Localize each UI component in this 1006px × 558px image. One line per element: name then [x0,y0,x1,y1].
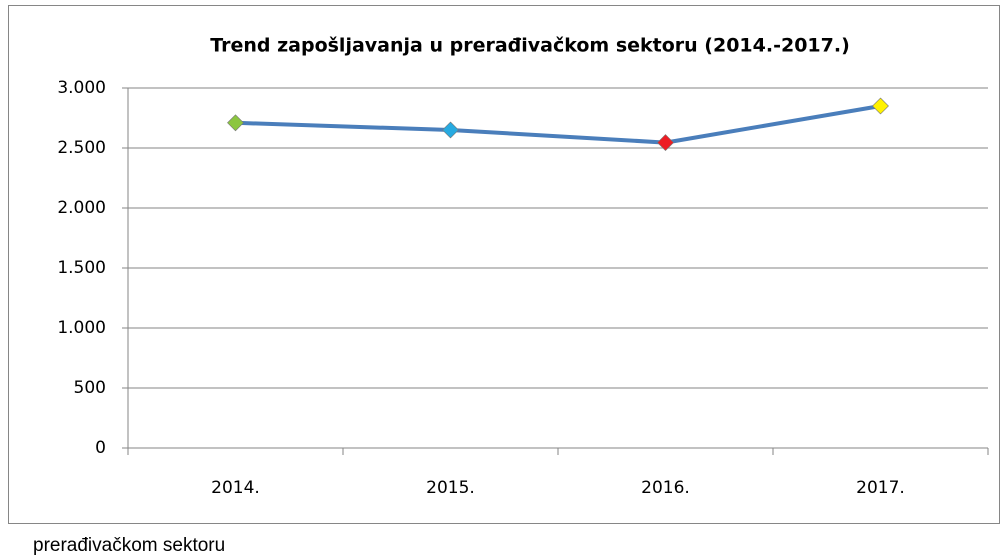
x-tick-label: 2015. [426,478,475,498]
y-tick-label: 2.000 [57,198,106,218]
caption: prerađivačkom sektoru [33,535,225,556]
x-tick-label: 2016. [641,478,690,498]
data-marker [227,114,244,132]
data-marker [442,121,459,139]
data-marker [872,97,889,115]
chart-frame [8,5,1000,524]
y-tick-label: 1.000 [57,318,106,338]
y-tick-label: 500 [74,378,106,398]
series-line [235,104,881,145]
x-tick-label: 2017. [856,478,905,498]
y-tick-label: 3.000 [57,78,106,98]
y-tick-label: 2.500 [57,138,106,158]
y-tick-label: 1.500 [57,258,106,278]
data-marker [657,134,674,152]
x-tick-label: 2014. [211,478,260,498]
y-tick-label: 0 [95,438,106,458]
chart-title: Trend zapošljavanja u prerađivačkom sekt… [210,35,850,57]
